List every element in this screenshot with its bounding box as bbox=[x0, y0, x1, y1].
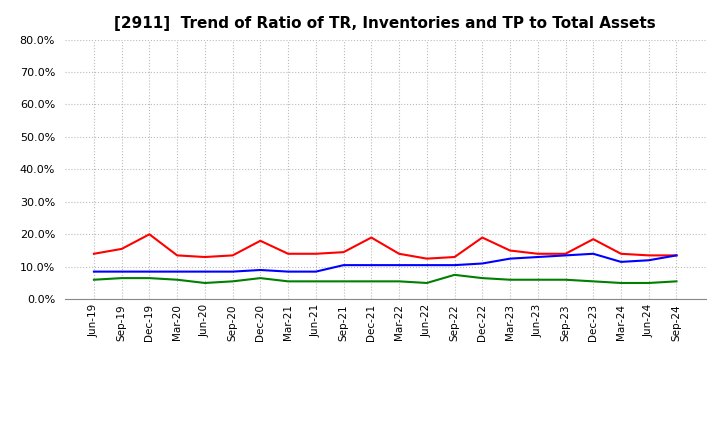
Trade Payables bbox=[367, 279, 376, 284]
Trade Receivables bbox=[450, 254, 459, 260]
Inventories bbox=[284, 269, 292, 274]
Inventories bbox=[201, 269, 210, 274]
Trade Payables bbox=[256, 275, 265, 281]
Trade Receivables bbox=[672, 253, 681, 258]
Trade Payables bbox=[173, 277, 181, 282]
Trade Receivables bbox=[478, 235, 487, 240]
Trade Payables bbox=[534, 277, 542, 282]
Title: [2911]  Trend of Ratio of TR, Inventories and TP to Total Assets: [2911] Trend of Ratio of TR, Inventories… bbox=[114, 16, 656, 32]
Inventories bbox=[256, 268, 265, 273]
Trade Payables bbox=[589, 279, 598, 284]
Line: Inventories: Inventories bbox=[94, 254, 677, 271]
Trade Receivables bbox=[284, 251, 292, 257]
Trade Payables bbox=[201, 280, 210, 286]
Inventories bbox=[644, 258, 653, 263]
Inventories bbox=[145, 269, 154, 274]
Trade Receivables bbox=[312, 251, 320, 257]
Trade Receivables bbox=[505, 248, 514, 253]
Inventories bbox=[589, 251, 598, 257]
Inventories bbox=[228, 269, 237, 274]
Trade Payables bbox=[228, 279, 237, 284]
Inventories bbox=[561, 253, 570, 258]
Trade Payables bbox=[616, 280, 625, 286]
Inventories bbox=[616, 259, 625, 264]
Inventories bbox=[173, 269, 181, 274]
Trade Payables bbox=[339, 279, 348, 284]
Trade Payables bbox=[478, 275, 487, 281]
Trade Payables bbox=[284, 279, 292, 284]
Inventories bbox=[505, 256, 514, 261]
Trade Receivables bbox=[228, 253, 237, 258]
Trade Payables bbox=[450, 272, 459, 278]
Trade Payables bbox=[672, 279, 681, 284]
Trade Receivables bbox=[117, 246, 126, 252]
Trade Receivables bbox=[589, 237, 598, 242]
Trade Receivables bbox=[616, 251, 625, 257]
Line: Trade Payables: Trade Payables bbox=[94, 275, 677, 283]
Trade Receivables bbox=[644, 253, 653, 258]
Trade Receivables bbox=[561, 251, 570, 257]
Trade Receivables bbox=[367, 235, 376, 240]
Inventories bbox=[450, 263, 459, 268]
Trade Receivables bbox=[173, 253, 181, 258]
Trade Receivables bbox=[201, 254, 210, 260]
Inventories bbox=[89, 269, 98, 274]
Trade Payables bbox=[505, 277, 514, 282]
Trade Receivables bbox=[395, 251, 403, 257]
Inventories bbox=[367, 263, 376, 268]
Inventories bbox=[423, 263, 431, 268]
Inventories bbox=[395, 263, 403, 268]
Line: Trade Receivables: Trade Receivables bbox=[94, 234, 677, 259]
Trade Payables bbox=[89, 277, 98, 282]
Trade Receivables bbox=[145, 231, 154, 237]
Inventories bbox=[672, 253, 681, 258]
Trade Payables bbox=[561, 277, 570, 282]
Trade Payables bbox=[423, 280, 431, 286]
Trade Receivables bbox=[534, 251, 542, 257]
Inventories bbox=[339, 263, 348, 268]
Trade Receivables bbox=[89, 251, 98, 257]
Trade Receivables bbox=[339, 249, 348, 255]
Trade Payables bbox=[395, 279, 403, 284]
Trade Payables bbox=[312, 279, 320, 284]
Trade Receivables bbox=[256, 238, 265, 243]
Trade Payables bbox=[644, 280, 653, 286]
Inventories bbox=[534, 254, 542, 260]
Inventories bbox=[312, 269, 320, 274]
Trade Receivables bbox=[423, 256, 431, 261]
Inventories bbox=[117, 269, 126, 274]
Trade Payables bbox=[117, 275, 126, 281]
Inventories bbox=[478, 261, 487, 266]
Trade Payables bbox=[145, 275, 154, 281]
